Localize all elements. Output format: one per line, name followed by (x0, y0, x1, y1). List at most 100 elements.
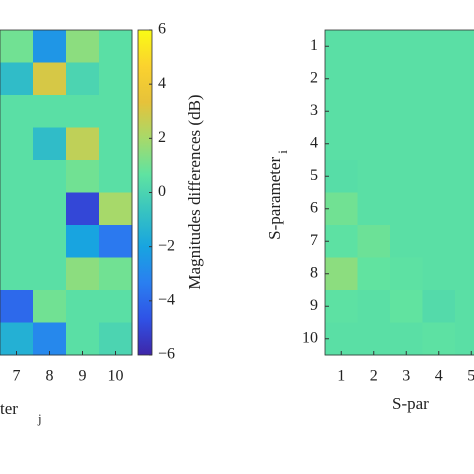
heat-cell (455, 160, 474, 193)
x-tick-label: 5 (467, 368, 474, 385)
x-tick-label: 3 (402, 368, 410, 385)
y-tick-label: 3 (310, 102, 318, 119)
axes-box (0, 29, 133, 356)
y-tick-label: 9 (310, 297, 318, 314)
heat-cell (0, 192, 34, 226)
heat-cell (99, 62, 133, 96)
heat-cell (455, 62, 474, 96)
heat-cell (99, 290, 133, 323)
y-axis-label: S-parameter i (265, 150, 290, 240)
heat-cell (66, 127, 100, 161)
y-tick-label: 7 (310, 232, 318, 249)
x-axis-label: S-par (392, 394, 429, 413)
heat-cell (422, 322, 456, 356)
heat-cell (357, 192, 391, 226)
heat-cell (357, 127, 391, 161)
x-axis-label-sub: j (37, 411, 42, 426)
y-tick-label: 5 (310, 167, 318, 184)
heat-cell (357, 95, 391, 128)
heat-cell (422, 290, 456, 323)
heat-cell (357, 290, 391, 323)
heat-cell (455, 257, 474, 291)
heat-cell (0, 127, 34, 161)
heat-cell (325, 127, 358, 161)
y-tick-label: 10 (302, 329, 318, 346)
heat-cell (99, 30, 133, 63)
heat-cell (99, 225, 133, 258)
heat-cell (66, 160, 100, 193)
heat-cell (66, 95, 100, 128)
x-axis-label: ter (0, 399, 18, 418)
heat-cell (422, 30, 456, 63)
heat-cell (99, 127, 133, 161)
colorbar-tick-label: 4 (158, 75, 166, 92)
heat-cell (0, 225, 34, 258)
heat-cell (422, 95, 456, 128)
colorbar-tick-label: 0 (158, 183, 166, 200)
y-tick-label: 2 (310, 69, 318, 86)
heat-cell (33, 127, 67, 161)
heat-cell (325, 192, 358, 226)
heat-cell (0, 30, 34, 63)
heat-cell (422, 62, 456, 96)
heat-cell (66, 192, 100, 226)
heat-cell (33, 225, 67, 258)
heat-cell (390, 62, 423, 96)
heat-cell (422, 160, 456, 193)
heat-cell (33, 95, 67, 128)
heat-cell (0, 257, 34, 291)
colorbar-tick-label: −2 (158, 237, 175, 254)
heat-cell (422, 127, 456, 161)
heat-cell (455, 95, 474, 128)
heat-cell (66, 322, 100, 356)
heat-cell (0, 322, 34, 356)
heat-cell (357, 62, 391, 96)
heat-cell (390, 30, 423, 63)
heat-cell (325, 322, 358, 356)
heat-cell (33, 192, 67, 226)
heat-cell (66, 62, 100, 96)
x-tick-label: 8 (46, 368, 54, 385)
heat-cell (422, 192, 456, 226)
heat-cell (99, 192, 133, 226)
heat-cell (99, 257, 133, 291)
heat-cell (33, 160, 67, 193)
y-axis-label-main: S-parameter (265, 156, 284, 239)
heat-cell (390, 127, 423, 161)
x-tick-label: 10 (108, 368, 124, 385)
heat-cell (357, 225, 391, 258)
heat-cell (66, 290, 100, 323)
heat-cell (455, 225, 474, 258)
heat-cell (0, 290, 34, 323)
heat-cell (422, 257, 456, 291)
x-tick-label: 9 (79, 368, 87, 385)
heat-cell (325, 160, 358, 193)
colorbar-tick-label: 2 (158, 129, 166, 146)
y-axis-label-text: S-parameter i (265, 150, 290, 240)
y-tick-label: 1 (310, 37, 318, 54)
x-tick-label: 7 (13, 368, 21, 385)
heat-cell (66, 257, 100, 291)
x-tick-label: 1 (337, 368, 345, 385)
y-tick-label: 6 (310, 199, 318, 216)
heat-cell (0, 95, 34, 128)
y-axis-label-sub: i (275, 150, 290, 154)
heat-cell (390, 160, 423, 193)
heat-cell (390, 290, 423, 323)
colorbar-tick-label: −4 (158, 292, 175, 309)
heat-cell (0, 160, 34, 193)
heat-cell (325, 225, 358, 258)
heat-cell (0, 62, 34, 96)
heat-cell (99, 160, 133, 193)
heat-cell (325, 95, 358, 128)
colorbar-label: Magnitudes differences (dB) (185, 94, 204, 289)
x-tick-label: 2 (370, 368, 378, 385)
colorbar-tick-label: −6 (158, 346, 175, 363)
y-tick-label: 4 (310, 134, 318, 151)
heat-cell (325, 257, 358, 291)
heat-cell (455, 30, 474, 63)
heat-cell (390, 225, 423, 258)
x-tick-label: 4 (435, 368, 443, 385)
heat-cell (357, 322, 391, 356)
